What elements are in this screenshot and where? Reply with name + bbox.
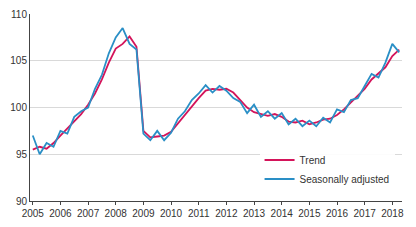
svg-text:2012: 2012 [215,208,238,219]
svg-text:2015: 2015 [298,208,321,219]
svg-text:2006: 2006 [49,208,72,219]
svg-text:105: 105 [10,55,27,66]
svg-text:2011: 2011 [188,208,210,219]
svg-text:90: 90 [16,196,28,207]
svg-text:Seasonally adjusted: Seasonally adjusted [300,174,390,185]
svg-text:2010: 2010 [160,208,183,219]
svg-text:2005: 2005 [22,208,45,219]
svg-text:2014: 2014 [271,208,294,219]
svg-text:100: 100 [10,102,27,113]
svg-text:2008: 2008 [105,208,128,219]
svg-text:2017: 2017 [354,208,377,219]
svg-text:2018: 2018 [381,208,404,219]
svg-text:95: 95 [16,149,28,160]
svg-text:110: 110 [11,9,27,20]
svg-text:2007: 2007 [77,208,100,219]
svg-text:2013: 2013 [243,208,266,219]
svg-text:2009: 2009 [132,208,155,219]
svg-text:Trend: Trend [300,155,326,166]
svg-text:2016: 2016 [326,208,349,219]
